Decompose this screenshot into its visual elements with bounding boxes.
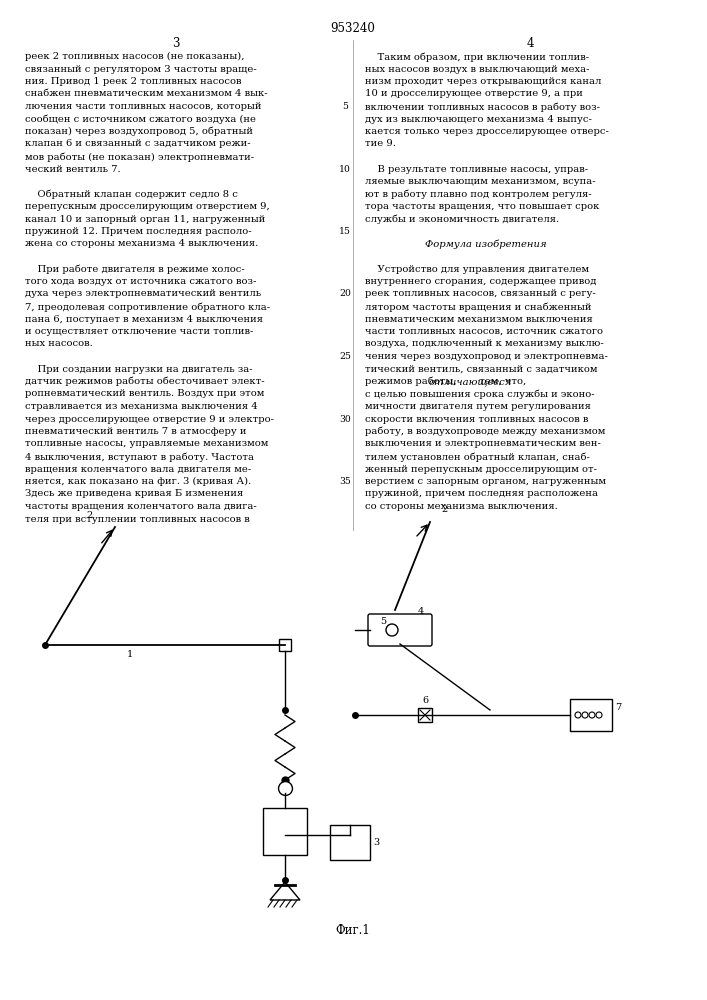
Text: ляемые выключающим механизмом, всупа-: ляемые выключающим механизмом, всупа-	[365, 177, 595, 186]
Text: женный перепускным дросселирующим от-: женный перепускным дросселирующим от-	[365, 464, 597, 474]
Text: 25: 25	[339, 352, 351, 361]
Text: 1: 1	[127, 650, 133, 659]
Text: пружиной, причем последняя расположена: пружиной, причем последняя расположена	[365, 489, 598, 498]
Text: ния. Привод 1 реек 2 топливных насосов: ния. Привод 1 реек 2 топливных насосов	[25, 77, 242, 86]
Text: работу, в воздухопроводе между механизмом: работу, в воздухопроводе между механизмо…	[365, 427, 605, 436]
Text: через дросселирующее отверстие 9 и электро-: через дросселирующее отверстие 9 и элект…	[25, 414, 274, 424]
Text: лятором частоты вращения и снабженный: лятором частоты вращения и снабженный	[365, 302, 592, 312]
Text: отличающееся: отличающееся	[428, 377, 512, 386]
Text: режимов работы,: режимов работы,	[365, 377, 460, 386]
Text: пана 6, поступает в механизм 4 выключения: пана 6, поступает в механизм 4 выключени…	[25, 314, 263, 324]
Text: стравливается из механизма выключения 4: стравливается из механизма выключения 4	[25, 402, 258, 411]
Text: пружиной 12. Причем последняя располо-: пружиной 12. Причем последняя располо-	[25, 227, 252, 236]
Text: 6: 6	[422, 696, 428, 705]
Text: пневматический вентиль 7 в атмосферу и: пневматический вентиль 7 в атмосферу и	[25, 427, 247, 436]
Text: 4 выключения, вступают в работу. Частота: 4 выключения, вступают в работу. Частота	[25, 452, 254, 462]
Text: мичности двигателя путем регулирования: мичности двигателя путем регулирования	[365, 402, 591, 411]
Text: внутреннего сгорания, содержащее привод: внутреннего сгорания, содержащее привод	[365, 277, 597, 286]
Bar	[279, 639, 291, 651]
Text: дух из выключающего механизма 4 выпус-: дух из выключающего механизма 4 выпус-	[365, 114, 592, 123]
Text: показан) через воздухопровод 5, обратный: показан) через воздухопровод 5, обратный	[25, 127, 253, 136]
Text: 15: 15	[339, 227, 351, 236]
Text: реек 2 топливных насосов (не показаны),: реек 2 топливных насосов (не показаны),	[25, 52, 245, 61]
Text: 7: 7	[615, 703, 621, 712]
Text: перепускным дросселирующим отверстием 9,: перепускным дросселирующим отверстием 9,	[25, 202, 270, 211]
Text: духа через электропневматический вентиль: духа через электропневматический вентиль	[25, 290, 261, 298]
Bar	[570, 699, 612, 731]
Text: тие 9.: тие 9.	[365, 139, 396, 148]
Text: Фиг.1: Фиг.1	[336, 924, 370, 936]
Text: 30: 30	[339, 414, 351, 424]
Text: клапан 6 и связанный с задатчиком режи-: клапан 6 и связанный с задатчиком режи-	[25, 139, 250, 148]
Text: службы и экономичность двигателя.: службы и экономичность двигателя.	[365, 215, 559, 224]
Text: тилем установлен обратный клапан, снаб-: тилем установлен обратный клапан, снаб-	[365, 452, 590, 462]
Text: 5: 5	[342, 102, 348, 111]
Text: лючения части топливных насосов, который: лючения части топливных насосов, который	[25, 102, 262, 111]
Text: датчик режимов работы обесточивает элект-: датчик режимов работы обесточивает элект…	[25, 377, 264, 386]
Text: Таким образом, при включении топлив-: Таким образом, при включении топлив-	[365, 52, 589, 62]
Text: выключения и электропневматическим вен-: выключения и электропневматическим вен-	[365, 440, 601, 448]
Text: ческий вентиль 7.: ческий вентиль 7.	[25, 164, 121, 174]
Text: Здесь же приведена кривая Б изменения: Здесь же приведена кривая Б изменения	[25, 489, 243, 498]
Text: канал 10 и запорный орган 11, нагруженный: канал 10 и запорный орган 11, нагруженны…	[25, 215, 265, 224]
Text: 3: 3	[173, 37, 180, 50]
Text: При создании нагрузки на двигатель за-: При создании нагрузки на двигатель за-	[25, 364, 252, 373]
Text: ропневматический вентиль. Воздух при этом: ропневматический вентиль. Воздух при это…	[25, 389, 264, 398]
Text: того хода воздух от источника сжатого воз-: того хода воздух от источника сжатого во…	[25, 277, 257, 286]
Text: пневматическим механизмом выключения: пневматическим механизмом выключения	[365, 314, 592, 324]
Text: мов работы (не показан) электропневмати-: мов работы (не показан) электропневмати-	[25, 152, 254, 161]
Text: низм проходит через открывающийся канал: низм проходит через открывающийся канал	[365, 77, 602, 86]
Text: частоты вращения коленчатого вала двига-: частоты вращения коленчатого вала двига-	[25, 502, 257, 511]
Text: теля при вступлении топливных насосов в: теля при вступлении топливных насосов в	[25, 514, 250, 524]
Text: ных насосов воздух в выключающий меха-: ных насосов воздух в выключающий меха-	[365, 64, 590, 74]
Text: 4: 4	[418, 607, 424, 616]
Text: 35: 35	[339, 477, 351, 486]
Text: реек топливных насосов, связанный с регу-: реек топливных насосов, связанный с регу…	[365, 290, 596, 298]
Text: ют в работу плавно под контролем регуля-: ют в работу плавно под контролем регуля-	[365, 190, 592, 199]
Text: скорости включения топливных насосов в: скорости включения топливных насосов в	[365, 414, 588, 424]
Text: 5: 5	[380, 617, 386, 626]
Text: кается только через дросселирующее отверс-: кается только через дросселирующее отвер…	[365, 127, 609, 136]
Text: верстием с запорным органом, нагруженным: верстием с запорным органом, нагруженным	[365, 477, 606, 486]
Text: чения через воздухопровод и электропневма-: чения через воздухопровод и электропневм…	[365, 352, 608, 361]
Text: воздуха, подключенный к механизму выклю-: воздуха, подключенный к механизму выклю-	[365, 340, 604, 349]
Text: включении топливных насосов в работу воз-: включении топливных насосов в работу воз…	[365, 102, 600, 111]
Text: ных насосов.: ных насосов.	[25, 340, 93, 349]
Text: топливные насосы, управляемые механизмом: топливные насосы, управляемые механизмом	[25, 440, 269, 448]
Bar	[418, 708, 432, 722]
Text: 953240: 953240	[331, 22, 375, 35]
Text: 2: 2	[87, 511, 93, 520]
Text: 10 и дросселирующее отверстие 9, а при: 10 и дросселирующее отверстие 9, а при	[365, 90, 583, 99]
Text: Формула изобретения: Формула изобретения	[425, 239, 547, 249]
Text: няется, как показано на фиг. 3 (кривая А).: няется, как показано на фиг. 3 (кривая А…	[25, 477, 251, 486]
Text: со стороны механизма выключения.: со стороны механизма выключения.	[365, 502, 558, 511]
Text: Устройство для управления двигателем: Устройство для управления двигателем	[365, 264, 589, 273]
Text: сообщен с источником сжатого воздуха (не: сообщен с источником сжатого воздуха (не	[25, 114, 256, 124]
Text: 7, преодолевая сопротивление обратного кла-: 7, преодолевая сопротивление обратного к…	[25, 302, 270, 312]
Text: 4: 4	[526, 37, 534, 50]
Text: При работе двигателя в режиме холос-: При работе двигателя в режиме холос-	[25, 264, 245, 274]
Text: части топливных насосов, источник сжатого: части топливных насосов, источник сжатог…	[365, 327, 603, 336]
Text: 2: 2	[442, 505, 448, 514]
Text: 20: 20	[339, 290, 351, 298]
Text: жена со стороны механизма 4 выключения.: жена со стороны механизма 4 выключения.	[25, 239, 258, 248]
Text: Обратный клапан содержит седло 8 с: Обратный клапан содержит седло 8 с	[25, 190, 238, 199]
Bar	[330, 825, 370, 860]
Text: тем, что,: тем, что,	[476, 377, 526, 386]
Bar	[263, 808, 307, 855]
Text: связанный с регулятором 3 частоты враще-: связанный с регулятором 3 частоты враще-	[25, 64, 257, 74]
Text: снабжен пневматическим механизмом 4 вык-: снабжен пневматическим механизмом 4 вык-	[25, 90, 268, 99]
Text: и осуществляет отключение части топлив-: и осуществляет отключение части топлив-	[25, 327, 253, 336]
Text: тический вентиль, связанный с задатчиком: тический вентиль, связанный с задатчиком	[365, 364, 597, 373]
Text: с целью повышения срока службы и эконо-: с целью повышения срока службы и эконо-	[365, 389, 595, 399]
Text: вращения коленчатого вала двигателя ме-: вращения коленчатого вала двигателя ме-	[25, 464, 251, 474]
Text: 10: 10	[339, 164, 351, 174]
Text: тора частоты вращения, что повышает срок: тора частоты вращения, что повышает срок	[365, 202, 600, 211]
Text: В результате топливные насосы, управ-: В результате топливные насосы, управ-	[365, 164, 588, 174]
Text: 3: 3	[373, 838, 379, 847]
